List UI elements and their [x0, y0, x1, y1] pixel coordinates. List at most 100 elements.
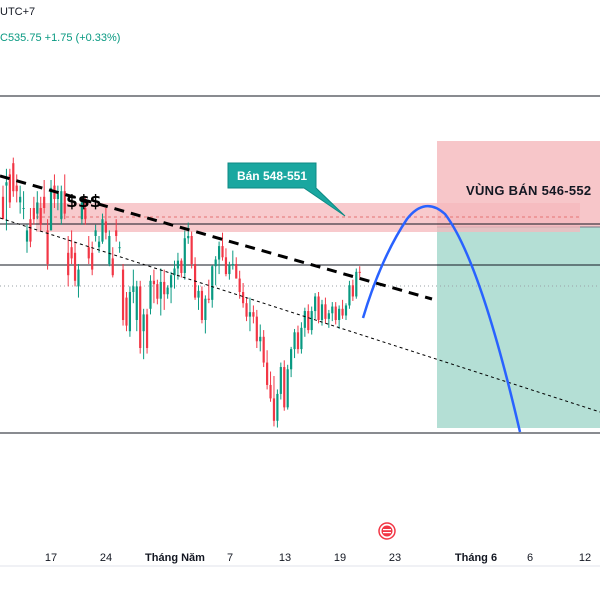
candle-body [139, 286, 142, 348]
trendline-dashed-bold [0, 174, 433, 301]
candle-body [94, 230, 97, 236]
candle-body [8, 174, 11, 203]
x-tick-label: Tháng 6 [455, 552, 497, 564]
candle-body [293, 332, 296, 350]
candle-body [145, 314, 149, 348]
candle-body [331, 306, 334, 314]
candle-body [276, 393, 279, 421]
candle-body [200, 290, 204, 320]
candle-body [115, 230, 118, 236]
candle-body [252, 312, 255, 317]
x-tick-label: 6 [527, 552, 533, 564]
candle-body [327, 313, 330, 319]
x-tick-label: 19 [334, 552, 346, 564]
liquidity-label: $$$ [66, 192, 102, 212]
candle-body [272, 398, 276, 421]
candle-body [142, 314, 145, 332]
candle-body [348, 285, 351, 306]
candle-body [149, 280, 152, 309]
candle-body [314, 296, 317, 312]
candle-body [224, 257, 228, 275]
target-box [437, 227, 600, 428]
candle-body [1, 196, 5, 220]
candle-body [255, 316, 258, 342]
candle-body [300, 327, 303, 350]
candle-body [242, 292, 245, 304]
candle-body [5, 182, 8, 186]
us-flag-event-icon[interactable] [378, 522, 396, 540]
candle-body [84, 208, 87, 220]
candle-body [235, 264, 238, 279]
candle-body [176, 260, 180, 269]
candle-body [355, 271, 358, 297]
candle-body [15, 185, 18, 192]
candle-body [104, 221, 107, 233]
candle-body [73, 252, 77, 281]
candle-body [152, 280, 156, 285]
candle-body [121, 269, 125, 320]
candle-body [266, 362, 269, 385]
candle-body [36, 202, 39, 214]
candle-body [190, 236, 193, 264]
candle-body [317, 296, 320, 320]
candle-body [159, 281, 162, 299]
candle-body [341, 308, 344, 316]
candle-body [56, 193, 59, 200]
candle-body [358, 271, 361, 273]
x-tick-label: 24 [100, 552, 112, 564]
candle-body [197, 290, 200, 298]
candle-body [286, 369, 289, 408]
candle-body [163, 281, 166, 295]
sell-callout: Bán 548-551 [227, 162, 346, 217]
candle-body [118, 247, 121, 249]
candle-body [135, 286, 138, 320]
candle-body [296, 332, 300, 350]
candle-body [60, 191, 63, 220]
candle-body [111, 258, 114, 276]
sell-zone-label: VÙNG BÁN 546-552 [466, 183, 591, 198]
candle-body [245, 303, 248, 317]
candle-body [351, 285, 354, 297]
candle-body [238, 278, 241, 292]
candle-body [169, 275, 173, 288]
x-tick-label: 17 [45, 552, 57, 564]
candle-body [320, 304, 324, 320]
candle-body [334, 306, 337, 320]
candle-body [279, 367, 282, 394]
candle-body [125, 297, 128, 326]
candle-body [303, 311, 306, 328]
candle-body [207, 298, 210, 300]
candle-body [269, 384, 272, 399]
quote-readout: C535.75 +1.75 (+0.33%) [0, 32, 121, 44]
candle-body [211, 266, 214, 300]
candle-body [19, 196, 22, 203]
candle-body [46, 230, 49, 264]
x-tick-label: 23 [389, 552, 401, 564]
candle-body [221, 246, 224, 258]
candle-body [204, 298, 207, 320]
candle-body [67, 252, 70, 276]
x-tick-label: 12 [579, 552, 591, 564]
candle-body [32, 208, 35, 220]
candle-body [214, 259, 217, 267]
candle-body [187, 236, 190, 239]
candle-body [338, 308, 341, 320]
projection-arc [361, 205, 522, 433]
candle-body [22, 208, 25, 209]
candle-body [43, 196, 46, 208]
candle-body [63, 191, 66, 214]
candle-body [49, 187, 53, 231]
candle-body [91, 252, 94, 270]
candle-body [344, 305, 348, 316]
x-tick-label: Tháng Năm [145, 552, 205, 564]
candle-body [248, 312, 252, 317]
candle-body [12, 163, 15, 192]
candle-body [87, 247, 90, 259]
timezone-label: UTC+7 [0, 6, 36, 18]
candle-body [108, 236, 111, 264]
candle-body [283, 367, 286, 408]
candle-body [39, 208, 42, 225]
candle-body [310, 311, 313, 331]
